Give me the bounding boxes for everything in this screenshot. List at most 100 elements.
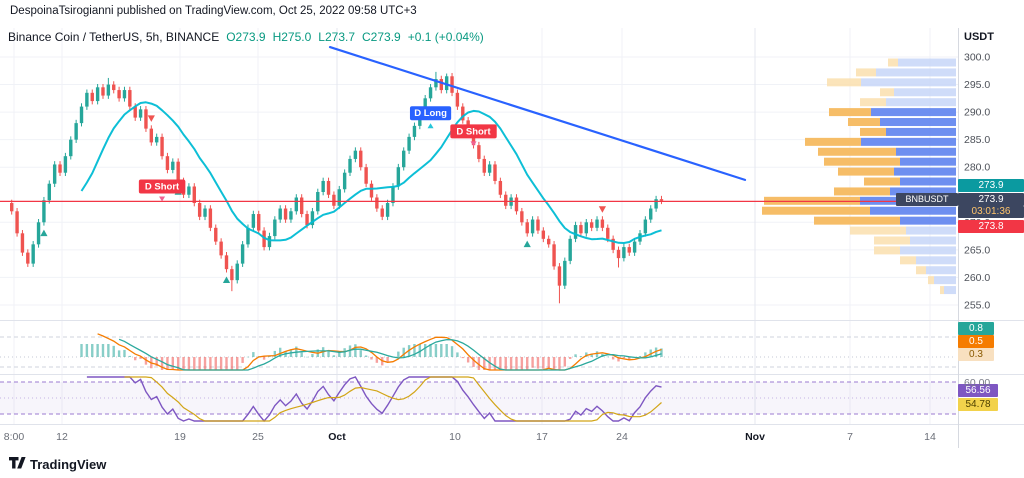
- oscillator-hist-bar: [552, 357, 556, 370]
- rsi-value-tag: 56.56: [958, 384, 998, 397]
- candle-body: [348, 158, 352, 173]
- volume-profile-bar-yellow: [880, 88, 894, 97]
- candle-body: [101, 87, 105, 96]
- candle-body: [541, 230, 546, 239]
- volume-profile-bar-yellow: [900, 256, 916, 265]
- bar-countdown-tag: 03:01:36: [958, 206, 1024, 218]
- price-tick-label: 280.0: [964, 162, 990, 174]
- volume-profile-bar-yellow: [805, 137, 861, 146]
- oscillator-hist-bar: [644, 352, 647, 357]
- candle-body: [299, 197, 304, 215]
- candle-body: [305, 214, 309, 226]
- oscillator-line-fast: [97, 333, 662, 371]
- candle-body: [391, 186, 395, 204]
- descending-trendline[interactable]: [328, 45, 747, 181]
- candle-body: [402, 150, 406, 168]
- symbol-title[interactable]: Binance Coin / TetherUS, 5h, BINANCE: [8, 30, 220, 44]
- oscillator-hist-bar: [563, 357, 567, 367]
- volume-profile-bar-blue: [898, 58, 956, 67]
- price-tick-label: 300.0: [964, 52, 990, 64]
- oscillator-hist-bar: [402, 347, 405, 357]
- oscillator-hist-bar: [617, 357, 620, 362]
- oscillator-hist-bar: [429, 344, 432, 357]
- volume-profile-bar-yellow: [814, 216, 900, 225]
- volume-profile-bar-blue: [910, 236, 956, 245]
- main-chart-canvas[interactable]: 300.0295.0290.0285.0280.0270.0265.0260.0…: [0, 0, 1024, 448]
- symbol-name-tag: BNBUSDT: [896, 193, 958, 206]
- candle-body: [240, 244, 245, 264]
- candle-body: [547, 238, 551, 245]
- footer: TradingView: [0, 448, 1024, 478]
- oscillator-hist-bar: [413, 344, 416, 357]
- candle-body: [230, 269, 234, 281]
- oscillator-hist-bar: [472, 357, 475, 367]
- trade-tag-label: D Short: [145, 181, 180, 192]
- candle-body: [187, 186, 191, 195]
- volume-profile-bar-blue: [871, 108, 956, 117]
- candle-body: [149, 128, 154, 143]
- oscillator-hist-bar: [305, 356, 309, 358]
- candle-body: [63, 156, 68, 173]
- price-axis-currency[interactable]: USDT: [964, 31, 994, 43]
- oscillator-hist-bar: [225, 357, 228, 370]
- candle-body: [375, 197, 379, 209]
- trade-tag-label: D Short: [456, 126, 491, 137]
- short-entry-tag[interactable]: [450, 124, 497, 139]
- volume-profile-bar-yellow: [848, 118, 880, 127]
- oscillator-hist-bar: [660, 348, 663, 357]
- time-axis-label: 12: [56, 431, 68, 443]
- candle-body: [611, 238, 615, 250]
- volume-profile-bar-blue: [900, 216, 956, 225]
- oscillator-hist-bar: [182, 357, 185, 370]
- candle-body: [622, 247, 626, 259]
- oscillator-hist-bar: [558, 357, 561, 370]
- oscillator-hist-bar: [611, 357, 615, 360]
- oscillator-hist-bar: [139, 357, 142, 359]
- candle-body: [428, 87, 433, 99]
- oscillator-hist-bar: [397, 351, 400, 357]
- volume-profile-bar-blue: [886, 127, 956, 136]
- oscillator-hist-bar: [515, 357, 518, 370]
- candle-body: [659, 199, 664, 201]
- candle-body: [133, 106, 137, 118]
- candle-body: [171, 161, 175, 170]
- oscillator-hist-bar: [348, 345, 352, 357]
- short-marker-icon: [159, 196, 166, 202]
- oscillator-hist-bar: [434, 344, 438, 357]
- candle-body: [498, 180, 503, 195]
- candle-body: [90, 92, 94, 102]
- volume-profile-bar-blue: [876, 68, 956, 77]
- long-entry-tag[interactable]: [409, 106, 452, 121]
- volume-profile-bar-yellow: [874, 236, 910, 245]
- volume-profile-bar-blue: [934, 276, 956, 285]
- tradingview-logo-icon[interactable]: [9, 456, 26, 471]
- candle-body: [595, 219, 599, 228]
- candle-body: [294, 197, 299, 212]
- volume-profile-bar-yellow: [888, 58, 898, 67]
- time-axis-label: 10: [449, 431, 461, 443]
- ohlc-open: O273.9: [226, 30, 266, 44]
- moving-average-line[interactable]: [80, 101, 662, 244]
- candle-body: [600, 219, 605, 228]
- time-axis[interactable]: 8:00 12 19 25 Oct 10 17 24 Nov 7 14: [0, 424, 1024, 448]
- oscillator-hist-bar: [370, 357, 373, 360]
- oscillator-hist-bar: [134, 357, 137, 361]
- oscillator-hist-bar: [91, 344, 94, 357]
- short-entry-tag[interactable]: [138, 179, 186, 194]
- oscillator-hist-bar: [547, 357, 550, 369]
- oscillator-value-tag-2: 0.5: [958, 335, 994, 348]
- candle-body: [627, 247, 631, 253]
- oscillator-hist-bar: [542, 357, 545, 369]
- oscillator-hist-bar: [279, 347, 282, 357]
- oscillator-hist-bar: [606, 356, 609, 358]
- tradingview-brand[interactable]: TradingView: [30, 457, 107, 472]
- candle-body: [584, 222, 588, 234]
- candle-body: [74, 123, 78, 140]
- candle-body: [26, 252, 30, 264]
- candle-body: [530, 219, 535, 234]
- candle-body: [654, 199, 658, 209]
- candle-body: [606, 227, 610, 239]
- volume-profile-bar-blue: [894, 167, 956, 176]
- candle-body: [579, 225, 583, 234]
